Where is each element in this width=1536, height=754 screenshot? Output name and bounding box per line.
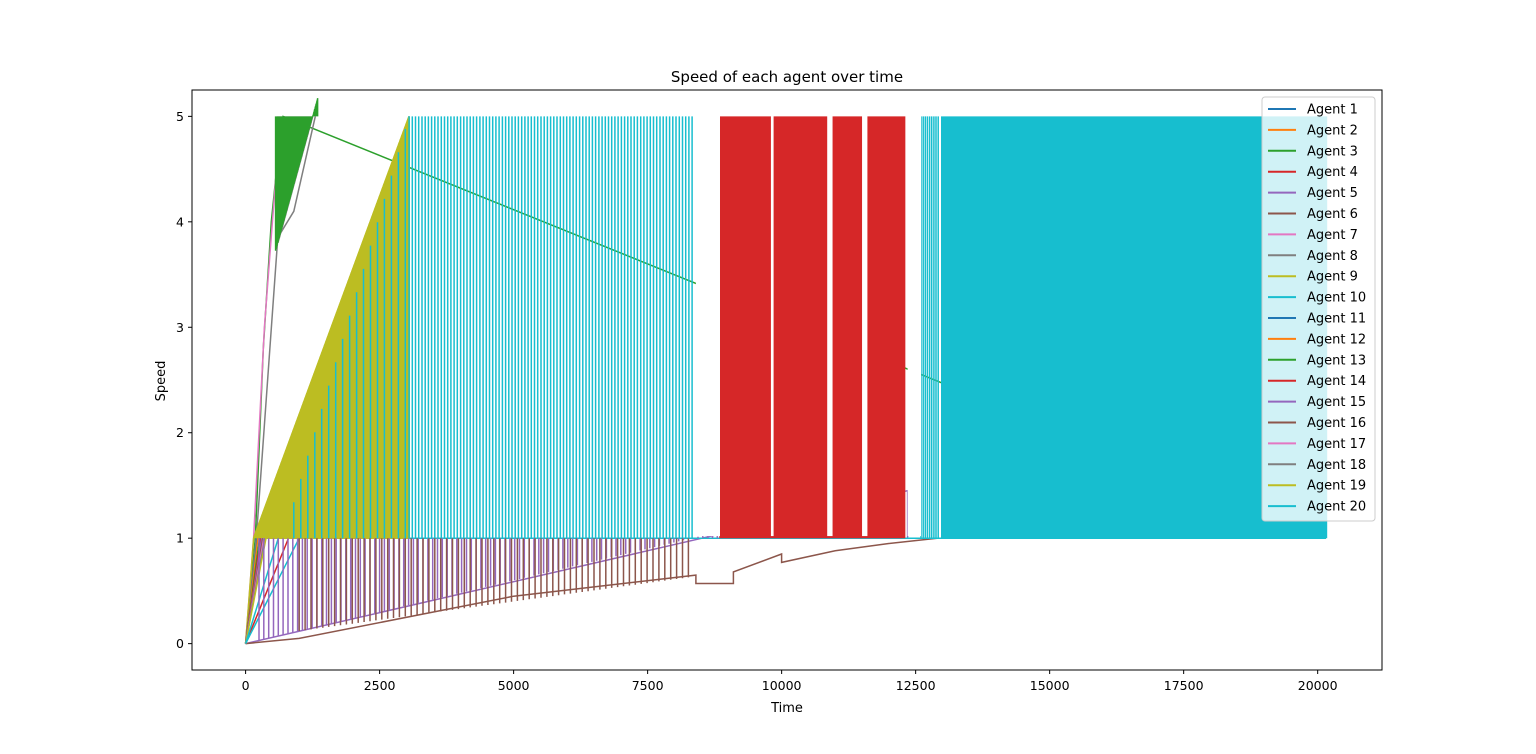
legend-label: Agent 2 <box>1307 123 1358 138</box>
legend-label: Agent 7 <box>1307 228 1358 243</box>
y-axis-label: Speed <box>154 361 169 402</box>
series-line-agent-14 <box>244 537 1326 644</box>
series-line-agent-6 <box>245 537 938 645</box>
legend-label: Agent 5 <box>1307 186 1358 201</box>
agent-14-spikes-path <box>719 116 906 539</box>
agent-20-ramp-spikes-path <box>293 128 407 539</box>
legend-label: Agent 10 <box>1307 291 1366 306</box>
y-tick-label: 4 <box>176 214 184 229</box>
x-tick-label: 0 <box>242 678 250 693</box>
y-tick-label: 2 <box>176 425 184 440</box>
agent-14-spikes <box>719 116 906 539</box>
x-tick-label: 7500 <box>632 678 664 693</box>
agent-10-spikes-path <box>408 116 693 539</box>
gap-mask <box>907 110 922 537</box>
legend-label: Agent 20 <box>1307 500 1366 515</box>
x-tick-label: 17500 <box>1164 678 1204 693</box>
legend-label: Agent 18 <box>1307 458 1366 473</box>
legend-label: Agent 17 <box>1307 437 1366 452</box>
series-line-agent-11 <box>244 537 1326 644</box>
legend-label: Agent 12 <box>1307 332 1366 347</box>
gap-mask <box>827 110 833 537</box>
series-line-agent-19 <box>244 537 1326 644</box>
agent-13-oscillation-path <box>274 98 319 251</box>
x-tick-label: 15000 <box>1030 678 1070 693</box>
x-tick-label: 2500 <box>364 678 396 693</box>
y-tick-label: 5 <box>176 109 184 124</box>
legend-label: Agent 4 <box>1307 165 1358 180</box>
series-line-agent-13 <box>244 537 1326 644</box>
x-tick-label: 12500 <box>896 678 936 693</box>
series-line-agent-4 <box>244 537 905 644</box>
chart-title: Speed of each agent over time <box>671 68 903 86</box>
series-line-agent-15 <box>244 537 1326 644</box>
legend-label: Agent 15 <box>1307 395 1366 410</box>
agent-20-spikes-path <box>920 116 939 539</box>
x-axis: 0 2500 5000 7500 10000 12500 15000 17500 20000 <box>242 670 1338 693</box>
data-layer <box>244 98 1328 645</box>
legend-label: Agent 13 <box>1307 353 1366 368</box>
legend-label: Agent 6 <box>1307 207 1358 222</box>
plot-frame <box>191 89 1383 671</box>
gap-mask <box>862 110 868 537</box>
legend: Agent 1 Agent 2 Agent 3 Agent 4 Agent 5 Agent… <box>1261 96 1376 522</box>
legend-label: Agent 19 <box>1307 479 1366 494</box>
x-tick-label: 10000 <box>762 678 802 693</box>
legend-label: Agent 11 <box>1307 312 1366 327</box>
x-tick-label: 20000 <box>1298 678 1338 693</box>
series-line-agent-18 <box>244 537 1326 644</box>
agent-10-spikes <box>408 116 693 539</box>
legend-label: Agent 8 <box>1307 249 1358 264</box>
agent-20-spikes <box>920 116 939 539</box>
series-line-agent-17 <box>244 537 1326 644</box>
series-line-agent-7 <box>244 132 281 644</box>
series-line-agent-10 <box>244 537 1326 644</box>
legend-box <box>1261 96 1376 522</box>
y-tick-label: 0 <box>176 636 184 651</box>
gap-mask <box>695 110 720 537</box>
series-line-agent-2 <box>244 537 1326 644</box>
series-line-agent-1 <box>244 537 1326 644</box>
gap-mask <box>770 110 774 537</box>
agent-20-ramp-spikes <box>293 128 407 539</box>
y-axis: 0 1 2 3 4 5 <box>176 109 192 651</box>
x-axis-label: Time <box>770 701 803 716</box>
legend-label: Agent 9 <box>1307 270 1358 285</box>
series-line-agent-12 <box>244 537 1326 644</box>
legend-label: Agent 3 <box>1307 144 1358 159</box>
y-tick-label: 1 <box>176 531 184 546</box>
y-tick-label: 3 <box>176 320 184 335</box>
legend-label: Agent 16 <box>1307 416 1366 431</box>
x-tick-label: 5000 <box>498 678 530 693</box>
legend-label: Agent 1 <box>1307 103 1358 118</box>
legend-label: Agent 14 <box>1307 374 1366 389</box>
agent-16-spikes <box>298 538 690 631</box>
agent-13-oscillation <box>274 98 319 251</box>
series-line-agent-16 <box>244 537 1326 644</box>
agent-16-spikes-path <box>298 538 690 631</box>
